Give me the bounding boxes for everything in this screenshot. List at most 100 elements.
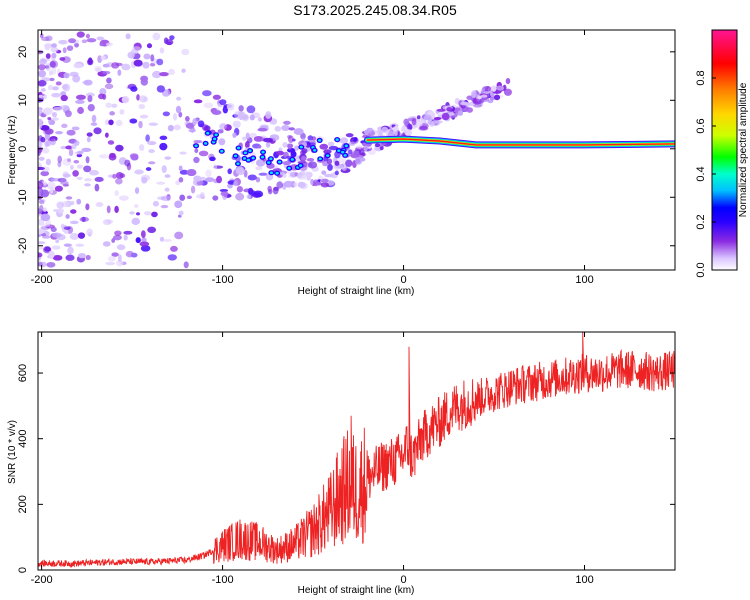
spectrogram-cell <box>345 133 354 138</box>
spectrogram-y-tick-label: 20 <box>17 46 29 58</box>
spectrogram-cell <box>60 223 65 229</box>
spectrogram-cell <box>159 47 165 54</box>
spectrogram-cell <box>327 163 333 171</box>
spectrogram-cell <box>87 94 93 103</box>
spectrogram-cell <box>307 135 314 141</box>
spectrogram-cell <box>197 120 205 128</box>
spectrogram-cell <box>174 200 183 209</box>
spectrogram-cell <box>214 133 218 137</box>
spectrogram-cell <box>74 140 80 146</box>
spectrogram-cell <box>106 77 112 84</box>
spectrogram-cell <box>176 96 182 101</box>
spectrogram-cell <box>327 141 335 147</box>
spectrogram-cell <box>167 124 174 132</box>
spectrogram-cell <box>472 98 482 105</box>
spectrogram-cell <box>151 211 158 218</box>
spectrogram-cell <box>140 75 149 82</box>
spectrogram-cell <box>202 90 212 97</box>
spectrogram-cell <box>77 252 86 259</box>
spectrogram-cell <box>350 151 360 159</box>
snr-y-tick-label: 200 <box>17 495 29 513</box>
spectrogram-cell <box>364 129 370 135</box>
spectrogram-cell <box>446 107 453 112</box>
spectrogram-heatmap <box>38 31 512 269</box>
spectrogram-cell <box>324 173 334 178</box>
spectrogram-cell <box>139 144 145 152</box>
spectrogram-cell <box>219 188 229 193</box>
spectrogram-cell <box>227 168 232 175</box>
spectrogram-cell <box>212 94 221 100</box>
snr-y-label: SNR (10 * v/v) <box>7 420 18 484</box>
spectrogram-cell <box>241 114 249 120</box>
spectrogram-cell <box>38 189 43 196</box>
spectrogram-cell <box>102 70 111 75</box>
spectrogram-cell <box>114 205 119 214</box>
spectrogram-cell <box>65 110 72 118</box>
spectrogram-cell <box>145 167 152 171</box>
spectrogram-cell <box>124 159 131 167</box>
spectrogram-cell <box>39 33 44 39</box>
spectrogram-cell <box>145 134 150 142</box>
spectrogram-cell <box>294 145 300 151</box>
spectrogram-cell <box>59 57 66 61</box>
spectrogram-cell <box>505 77 511 85</box>
colorbar-label: Normalized spectral amplitude <box>738 82 749 217</box>
spectrogram-cell <box>334 170 339 176</box>
spectrogram-cell <box>74 42 79 48</box>
spectrogram-cell <box>40 213 51 222</box>
spectrogram-cell <box>115 144 124 152</box>
spectrogram-cell <box>98 93 105 100</box>
spectrogram-cell <box>86 136 91 143</box>
spectrogram-cell <box>177 214 182 218</box>
spectrogram-cell <box>39 200 45 205</box>
spectrogram-cell <box>257 127 268 132</box>
spectrogram-cell <box>194 144 198 148</box>
spectrogram-cell <box>40 170 50 177</box>
spectrogram-cell <box>131 217 141 226</box>
spectrogram-cell <box>109 111 115 116</box>
spectrogram-cell <box>147 226 157 234</box>
spectrogram-cell <box>69 232 80 240</box>
spectrogram-cell <box>407 123 413 131</box>
spectrogram-cell <box>503 88 512 96</box>
spectrogram-cell <box>339 137 349 144</box>
spectrogram-cell <box>40 189 50 198</box>
spectrogram-cell <box>211 110 222 115</box>
spectrogram-cell <box>321 178 329 184</box>
spectrogram-cell <box>242 157 247 160</box>
spectrogram-cell <box>179 151 187 155</box>
spectrogram-cell <box>392 126 400 132</box>
snr-frame <box>37 331 676 571</box>
snr-x-tick-label: -200 <box>31 574 53 586</box>
spectrogram-cell <box>457 110 464 116</box>
spectrogram-cell <box>233 111 244 119</box>
spectrogram-cell <box>441 112 450 121</box>
colorbar-gradient <box>711 29 738 271</box>
spectrogram-frame <box>37 29 676 271</box>
spectrogram-cell <box>188 128 196 133</box>
spectrogram-cell <box>226 102 235 111</box>
spectrogram-cell <box>62 47 67 54</box>
spectrogram-cell <box>60 145 67 150</box>
spectrogram-cell <box>200 192 205 199</box>
spectrogram-cell <box>105 102 112 108</box>
spectrogram-cell <box>73 63 83 69</box>
spectrogram-cell <box>41 147 50 154</box>
spectrogram-cell <box>185 122 194 129</box>
spectrogram-cell <box>168 68 175 76</box>
spectrogram-cell <box>255 159 266 167</box>
spectrogram-cell <box>95 67 102 73</box>
spectrogram-cell <box>281 125 290 132</box>
spectrogram-cell <box>312 179 319 187</box>
spectrogram-cell <box>156 85 165 93</box>
spectrogram-cell <box>85 203 90 211</box>
spectrogram-cell <box>65 196 73 200</box>
spectrogram-cell <box>212 195 219 201</box>
spectrogram-cell <box>159 142 168 151</box>
spectrogram-cell <box>322 160 329 167</box>
snr-x-ticks: -200 -100 0 100 <box>31 332 594 586</box>
spectrogram-cell <box>55 81 62 86</box>
spectrogram-y-tick-label: -20 <box>17 238 29 254</box>
spectrogram-cell <box>60 180 69 186</box>
spectrogram-cell <box>341 150 345 154</box>
